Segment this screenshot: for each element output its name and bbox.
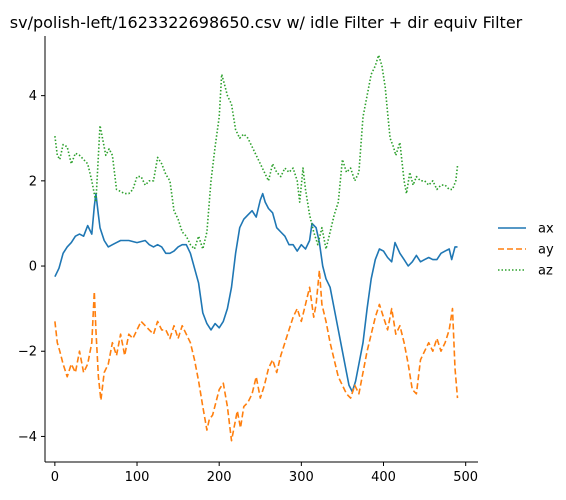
x-tick-label: 500 — [453, 470, 478, 485]
y-tick-label: 0 — [29, 260, 37, 275]
y-tick-label: −4 — [18, 430, 37, 445]
legend-label-ax: ax — [538, 222, 554, 237]
x-tick-label: 0 — [51, 470, 59, 485]
y-axis-ticks: −4 −2 0 2 4 — [18, 89, 45, 445]
y-tick-label: 4 — [29, 89, 37, 104]
y-tick-label: 2 — [29, 174, 37, 189]
x-tick-label: 200 — [207, 470, 232, 485]
x-axis-ticks: 0 100 200 300 400 500 — [51, 462, 478, 485]
chart-title: sv/polish-left/1623322698650.csv w/ idle… — [10, 13, 523, 32]
series-line-ay — [54, 269, 459, 442]
plot-area — [54, 54, 459, 442]
legend-label-az: az — [538, 264, 553, 279]
x-tick-label: 400 — [371, 470, 396, 485]
x-tick-label: 300 — [289, 470, 314, 485]
y-tick-label: −2 — [18, 345, 37, 360]
legend-label-ay: ay — [538, 243, 554, 258]
x-tick-label: 100 — [125, 470, 150, 485]
legend: ax ay az — [498, 222, 554, 279]
series-line-az — [54, 54, 459, 250]
series-line-ax — [54, 192, 458, 393]
